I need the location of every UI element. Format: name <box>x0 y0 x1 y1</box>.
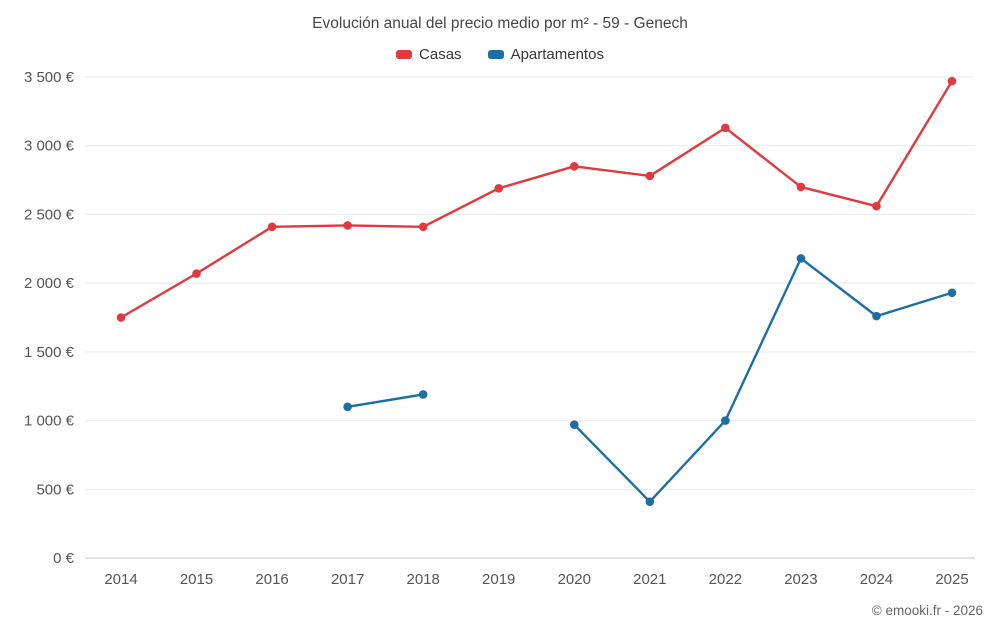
x-axis-labels: 2014 2015 2016 2017 2018 2019 2020 2021 2022 2023… <box>104 571 968 588</box>
data-point[interactable] <box>796 254 806 263</box>
series-casas <box>116 76 957 322</box>
series-line <box>346 393 425 409</box>
legend-label-casas: Casas <box>419 45 462 63</box>
x-tick-label: 2019 <box>482 571 515 588</box>
legend-label-apartamentos: Apartamentos <box>510 45 604 63</box>
chart-area: 0 € 500 € 1 000 € 1 500 € 2 000 € 2 500 € 3 00… <box>0 68 1000 625</box>
data-point[interactable] <box>645 171 655 181</box>
x-tick-label: 2022 <box>709 571 742 588</box>
x-tick-label: 2016 <box>255 571 288 588</box>
legend-swatch-apartamentos <box>487 49 504 59</box>
data-point[interactable] <box>947 76 957 86</box>
legend-swatch-casas <box>396 49 413 59</box>
x-tick-label: 2023 <box>784 571 817 588</box>
x-tick-label: 2020 <box>558 571 591 588</box>
y-tick-label: 500 € <box>36 481 74 498</box>
chart-svg: 0 € 500 € 1 000 € 1 500 € 2 000 € 2 500 € 3 00… <box>24 69 975 588</box>
data-point[interactable] <box>494 184 504 193</box>
chart-legend: Casas Apartamentos <box>0 43 1000 65</box>
gridlines <box>85 76 975 559</box>
data-point[interactable] <box>721 123 730 133</box>
y-tick-label: 1 000 € <box>24 413 75 430</box>
series-line <box>119 79 954 319</box>
y-tick-label: 3 000 € <box>24 138 75 155</box>
data-point[interactable] <box>267 222 277 232</box>
data-point[interactable] <box>947 288 957 298</box>
x-tick-label: 2021 <box>633 571 666 588</box>
y-tick-label: 3 500 € <box>24 69 75 86</box>
data-point[interactable] <box>569 420 579 429</box>
copyright: © emooki.fr - 2026 <box>871 603 983 618</box>
data-point[interactable] <box>569 162 579 171</box>
data-point[interactable] <box>872 201 881 211</box>
data-point[interactable] <box>116 313 126 322</box>
x-tick-label: 2014 <box>104 571 137 588</box>
data-point[interactable] <box>343 402 352 412</box>
data-point[interactable] <box>796 182 806 192</box>
data-point[interactable] <box>418 390 428 399</box>
data-point[interactable] <box>418 222 428 232</box>
series-line <box>573 257 954 503</box>
data-point[interactable] <box>343 221 352 230</box>
data-point[interactable] <box>645 497 655 506</box>
data-point[interactable] <box>721 416 730 425</box>
y-tick-label: 0 € <box>53 550 75 567</box>
x-tick-label: 2024 <box>860 571 893 588</box>
x-tick-label: 2015 <box>180 571 213 588</box>
legend-item-apartamentos[interactable]: Apartamentos <box>487 45 604 63</box>
y-tick-label: 2 500 € <box>24 206 75 223</box>
legend-item-casas[interactable]: Casas <box>396 46 462 63</box>
x-tick-label: 2018 <box>406 571 439 588</box>
x-tick-label: 2025 <box>935 571 968 588</box>
chart-title: Evolución anual del precio medio por m² … <box>312 15 688 32</box>
data-point[interactable] <box>192 269 201 278</box>
series-apartamentos <box>343 254 957 506</box>
y-tick-label: 2 000 € <box>24 275 75 292</box>
data-point[interactable] <box>872 311 881 321</box>
y-tick-label: 1 500 € <box>24 344 75 361</box>
x-tick-label: 2017 <box>331 571 364 588</box>
y-axis-labels: 0 € 500 € 1 000 € 1 500 € 2 000 € 2 500 € 3 00… <box>24 69 75 567</box>
